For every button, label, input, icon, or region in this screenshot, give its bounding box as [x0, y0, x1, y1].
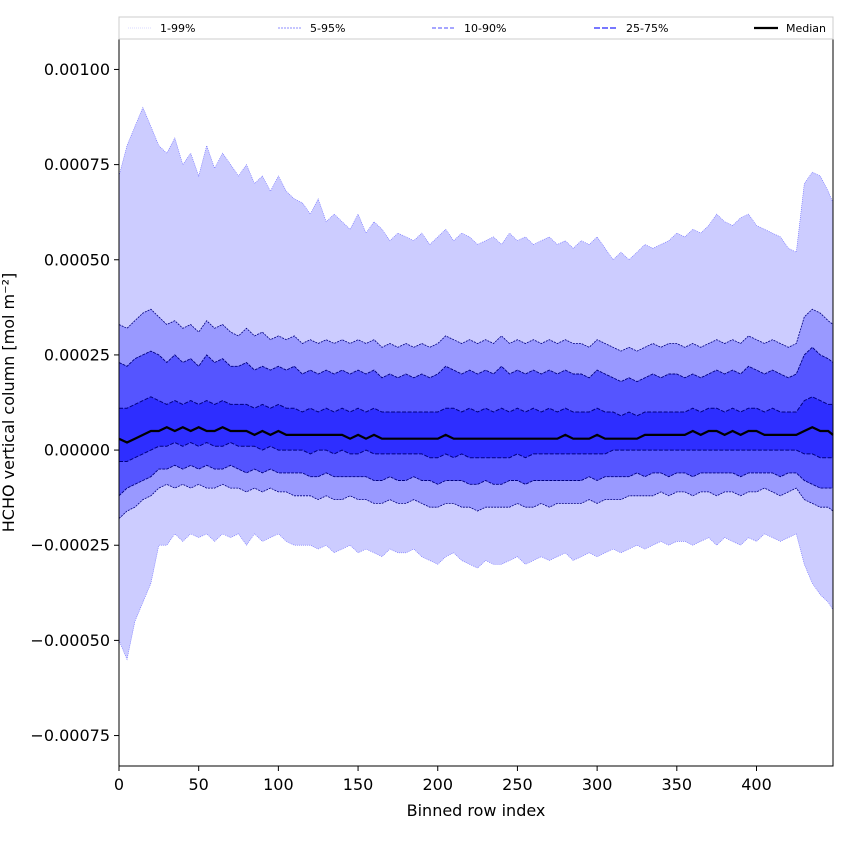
legend-label-10-90pct: 10-90%	[464, 22, 506, 35]
x-tick-label: 350	[662, 775, 693, 794]
y-tick-label: −0.00025	[30, 536, 110, 555]
x-axis-title: Binned row index	[407, 801, 546, 820]
legend-label-5-95pct: 5-95%	[310, 22, 345, 35]
legend-label-median: Median	[786, 22, 826, 35]
x-tick-label: 400	[741, 775, 772, 794]
y-tick-label: −0.00050	[30, 631, 110, 650]
x-tick-label: 0	[114, 775, 124, 794]
y-tick-label: 0.00000	[44, 441, 110, 460]
y-tick-label: 0.00025	[44, 345, 110, 364]
legend-label-25-75pct: 25-75%	[626, 22, 668, 35]
band-25-75pct	[119, 396, 833, 462]
band-25-75pct-lower-edge	[119, 441, 833, 462]
legend-label-1-99pct: 1-99%	[160, 22, 195, 35]
y-axis-title: HCHO vertical column [mol m⁻²]	[0, 273, 18, 532]
median-layer	[118, 425, 834, 444]
x-axis-ticks: 0 50 100 150 200 250 300 350 400	[114, 766, 772, 794]
legend: 1-99% 5-95% 10-90% 25-75% Median	[118, 16, 834, 40]
legend-box	[118, 16, 834, 40]
median-line	[118, 425, 834, 444]
band-1-99pct-upper-edge	[118, 106, 834, 261]
x-tick-label: 50	[189, 775, 209, 794]
x-tick-label: 150	[343, 775, 374, 794]
band-5-95pct-upper-edge	[118, 308, 834, 352]
y-tick-label: 0.00075	[44, 155, 110, 174]
y-tick-label: 0.00050	[44, 250, 110, 269]
band-5-95pct-lower-edge	[118, 483, 834, 519]
y-tick-label: −0.00075	[30, 726, 110, 745]
percentile-bands	[118, 106, 834, 661]
x-tick-label: 250	[502, 775, 533, 794]
band-10-90pct-upper-edge	[118, 346, 834, 383]
band-1-99pct-lower-edge	[118, 533, 834, 661]
x-tick-label: 300	[582, 775, 613, 794]
y-axis-ticks: −0.00075 −0.00050 −0.00025 0.00000 0.00025 0.…	[30, 60, 119, 745]
x-tick-label: 100	[263, 775, 294, 794]
x-tick-label: 200	[422, 775, 453, 794]
band-25-75pct-upper-edge	[119, 396, 833, 417]
y-tick-label: 0.00100	[44, 60, 110, 79]
